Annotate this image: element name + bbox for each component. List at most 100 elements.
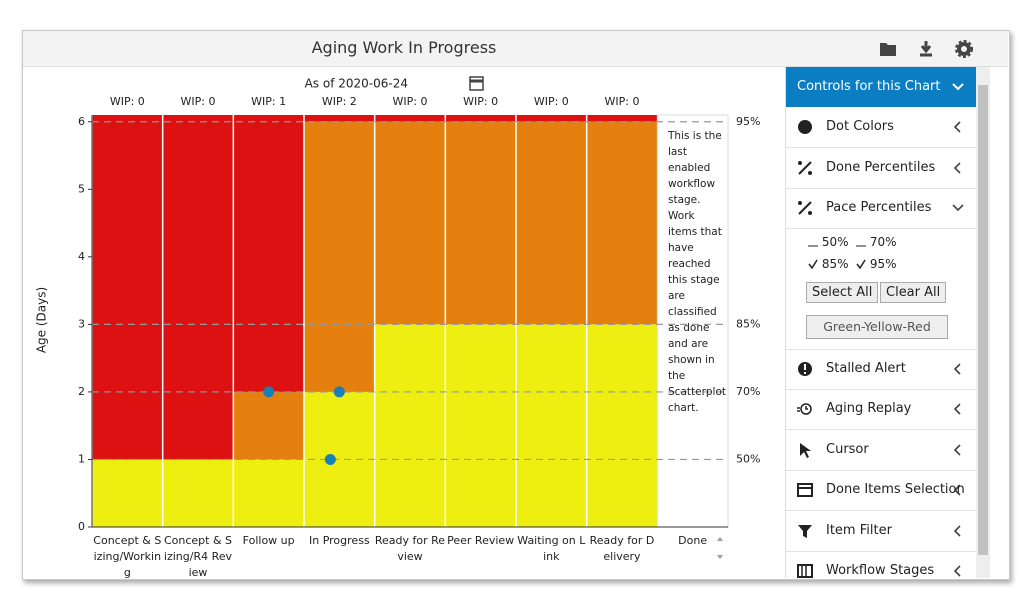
checkbox[interactable]: 85% (808, 257, 849, 271)
chevron (952, 83, 964, 91)
y-tick-label: 0 (78, 520, 85, 533)
window-title: Aging Work In Progress (311, 38, 497, 57)
band-yellow (162, 459, 234, 527)
y-tick-label: 5 (78, 182, 85, 195)
chevron (953, 121, 961, 133)
as-of: As of 2020-06-24 (305, 77, 408, 91)
chevron (953, 362, 961, 375)
band-orange (233, 391, 304, 460)
item-label: Aging Replay (826, 401, 912, 416)
band-yellow (233, 459, 304, 527)
header-icons[interactable] (878, 38, 978, 62)
band-orange (374, 121, 446, 325)
option-label: 50% (821, 234, 849, 249)
y-tick-label: 4 (78, 250, 85, 263)
panel-item[interactable]: Pace Percentiles (786, 188, 976, 229)
band-red (233, 115, 304, 392)
done-note: This is the last enabled workflow stage.… (668, 130, 727, 414)
header-bar (23, 31, 1008, 67)
band-red (92, 115, 163, 460)
x-tick-label: Concept & Sizing/R4 Review (163, 534, 233, 579)
band-orange (304, 121, 375, 392)
done-column (656, 114, 729, 528)
band-red (304, 115, 375, 122)
item-label: Cursor (826, 441, 869, 457)
work-item-dot (263, 386, 275, 398)
check-mark (808, 259, 818, 270)
scrollbar[interactable] (976, 67, 990, 578)
band-red (586, 115, 658, 122)
panel-item[interactable]: Cursor (786, 430, 976, 471)
pace-label: 50% (736, 452, 760, 465)
pace-options: 50% 70% 85% 95% Select All Clear All Green-… (786, 229, 976, 350)
button[interactable]: Clear All (880, 281, 947, 303)
work-item-dot (333, 386, 345, 398)
item-icon (798, 160, 812, 175)
panel-item[interactable]: Done Items Selection (786, 470, 976, 511)
palette-label: Green-Yellow-Red (823, 318, 931, 334)
band-yellow (516, 324, 587, 527)
band-red (374, 115, 446, 122)
item-label: Dot Colors (826, 119, 894, 134)
band-yellow (586, 324, 658, 527)
palette-dropdown[interactable]: Green-Yellow-Red (806, 314, 948, 339)
calendar-icon[interactable] (469, 76, 484, 91)
chart: As of 2020-06-24 Age (Days) WIP: 0 WIP: 0… (35, 76, 760, 559)
item-icon (797, 483, 813, 497)
band-red (162, 115, 234, 460)
wip-label: WIP: 2 (322, 95, 357, 108)
item-label: Done Items Selection (826, 482, 965, 497)
chevron (953, 484, 961, 496)
item-icon (797, 564, 813, 578)
chevron (952, 204, 964, 212)
y-axis-label: Age (Days) (35, 287, 49, 353)
checkbox[interactable]: 70% (856, 235, 897, 249)
pace-label: 70% (736, 385, 760, 398)
wip-label: WIP: 0 (534, 95, 569, 108)
done-label: Done (678, 534, 708, 547)
band-yellow (445, 324, 516, 527)
band-orange (445, 121, 516, 325)
item-label: Stalled Alert (826, 360, 906, 376)
panel-item[interactable]: Aging Replay (786, 389, 976, 430)
wip-label: WIP: 0 (463, 95, 498, 108)
panel-item[interactable]: Dot Colors (786, 107, 976, 148)
band-orange (516, 121, 587, 325)
option-label: 95% (869, 256, 897, 271)
panel-item[interactable]: Done Percentiles (786, 148, 976, 189)
x-tick-label: Ready for Delivery (589, 534, 655, 563)
checkbox[interactable]: 95% (856, 257, 897, 271)
button[interactable]: Select All (806, 281, 879, 303)
y-tick-label: 6 (78, 115, 85, 128)
work-item-dot (324, 453, 336, 465)
panel-item[interactable]: Stalled Alert (786, 349, 976, 390)
band-yellow (92, 459, 163, 527)
check-mark (808, 245, 818, 247)
item-label: Pace Percentiles (826, 200, 932, 215)
check-mark (856, 259, 866, 270)
x-tick-label: Peer Review (447, 534, 515, 547)
y-tick-label: 3 (78, 317, 85, 330)
chevron (953, 403, 961, 415)
chevron (953, 565, 961, 577)
item-icon (800, 442, 811, 458)
checkbox[interactable]: 50% (808, 235, 849, 249)
y-tick-label: 2 (78, 385, 85, 398)
panel-header[interactable]: Controls for this Chart (786, 67, 976, 107)
panel-item[interactable]: Workflow Stages (786, 551, 976, 578)
panel-title: Controls for this Chart (797, 79, 941, 94)
x-tick-label: Follow up (242, 534, 295, 547)
item-icon (798, 120, 812, 134)
wip-label: WIP: 0 (181, 95, 216, 108)
item-icon (797, 403, 812, 415)
band-yellow (374, 324, 446, 527)
wip-label: WIP: 0 (110, 95, 145, 108)
check-mark (856, 245, 866, 247)
x-tick-label: Waiting on Link (517, 534, 586, 563)
item-icon (798, 201, 812, 215)
scroll-thumb[interactable] (978, 85, 988, 555)
panel-item[interactable]: Item Filter (786, 511, 976, 552)
band-orange (586, 121, 658, 325)
option-label: 70% (869, 234, 897, 249)
